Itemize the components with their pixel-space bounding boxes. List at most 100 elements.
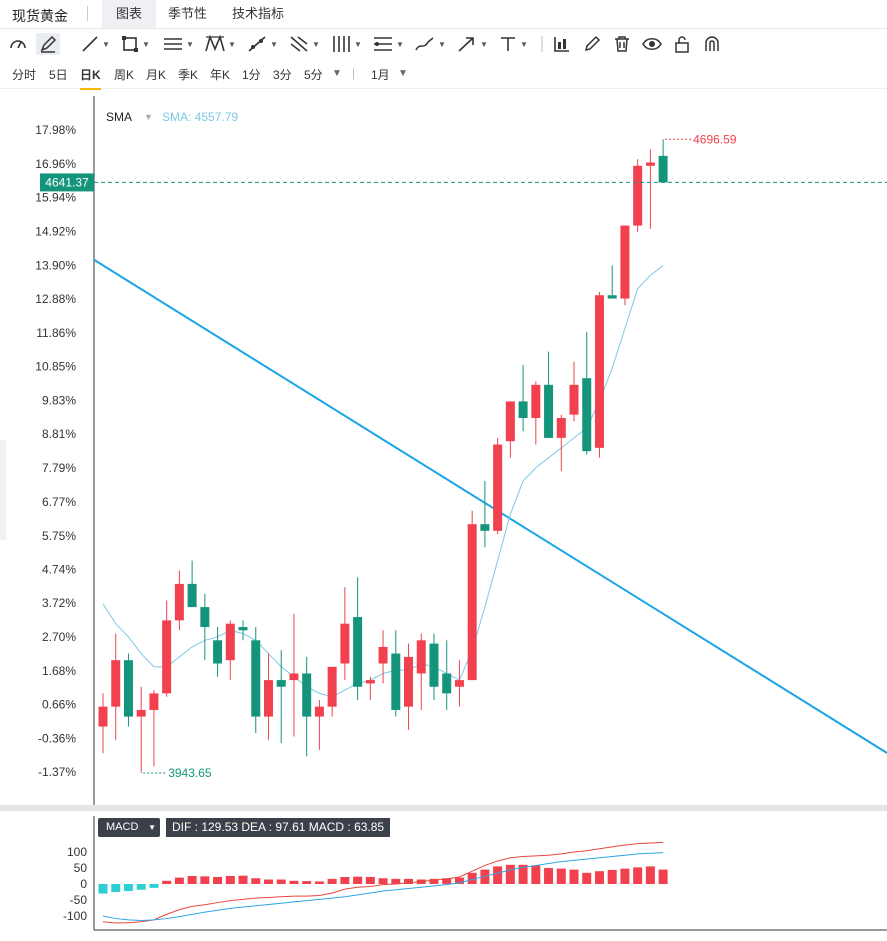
pencil-icon[interactable] [582, 33, 602, 55]
eye-icon[interactable] [642, 33, 662, 55]
candle-body [187, 583, 197, 608]
candle-body [505, 401, 515, 442]
side-collapse-handle[interactable] [0, 440, 6, 540]
sma-label[interactable]: SMA [106, 110, 133, 124]
period-time-share[interactable]: 分时 [12, 68, 37, 82]
bars-icon[interactable]: ▼ [330, 33, 362, 55]
macd-histogram-bar [531, 865, 541, 884]
period-weekly[interactable]: 周K [114, 68, 135, 82]
macd-histogram-bar [174, 877, 184, 884]
candle-body [289, 673, 299, 681]
tab-seasonality[interactable]: 季节性 [168, 6, 208, 21]
candle-body [98, 706, 108, 727]
macd-histogram-bar [238, 875, 248, 884]
macd-histogram-bar [149, 884, 159, 888]
macd-y-tick-label: 0 [80, 877, 87, 891]
trash-icon[interactable] [612, 33, 632, 55]
drawing-toolbar: ▼ ▼ ▼ ▼ ▼ ▼ ▼ ▼ ▼ ▼ ▼ [0, 29, 887, 59]
candle-body [238, 627, 248, 631]
candle-body [658, 155, 668, 183]
candle-body [493, 444, 503, 531]
segment-icon[interactable]: ▼ [246, 33, 278, 55]
macd-histogram-bar [263, 879, 273, 884]
macd-selector[interactable]: MACD ▼ [98, 818, 160, 837]
candle-body [340, 623, 350, 664]
macd-histogram-bar [365, 876, 375, 884]
period-daily[interactable]: 日K [80, 68, 101, 90]
y-tick-label: 6.77% [42, 495, 76, 509]
y-tick-label: 3.72% [42, 596, 76, 610]
rect-icon[interactable]: ▼ [120, 33, 150, 55]
macd-histogram-bar [162, 880, 172, 884]
macd-y-tick-label: -50 [70, 893, 88, 907]
tab-indicators[interactable]: 技术指标 [232, 6, 285, 21]
period-3min[interactable]: 3分 [273, 68, 292, 82]
y-tick-label: 2.70% [42, 630, 76, 644]
period-1min[interactable]: 1分 [242, 68, 261, 82]
pen-icon[interactable] [36, 33, 60, 55]
sma-caret[interactable]: ▼ [144, 112, 153, 122]
y-tick-label: 13.90% [35, 258, 76, 272]
macd-histogram-bar [353, 876, 363, 884]
period-5day[interactable]: 5日 [49, 68, 68, 82]
y-tick-label: 4.74% [42, 562, 76, 576]
candle-body [314, 706, 324, 717]
macd-histogram-bar [391, 878, 401, 884]
macd-histogram-bar [594, 871, 604, 884]
macd-histogram-bar [200, 876, 210, 884]
magnet-icon[interactable] [702, 33, 722, 55]
candle-body [391, 653, 401, 710]
period-quarterly[interactable]: 季K [178, 68, 199, 82]
macd-histogram-bar [251, 878, 261, 884]
pattern-icon[interactable]: ▼ [204, 33, 236, 55]
candle-body [531, 384, 541, 418]
text-icon[interactable]: ▼ [498, 33, 528, 55]
macd-histogram-bar [556, 868, 566, 884]
macd-y-tick-label: 50 [74, 861, 88, 875]
1month-caret[interactable]: ▼ [398, 68, 408, 79]
candle-body [162, 620, 172, 694]
macd-histogram-bar [314, 881, 324, 884]
fib-icon[interactable]: ▼ [372, 33, 404, 55]
parallel-lines-icon[interactable]: ▼ [162, 33, 194, 55]
candle-body [454, 680, 464, 687]
macd-histogram-bar [187, 876, 197, 884]
period-monthly[interactable]: 月K [146, 68, 167, 82]
macd-histogram-bar [276, 879, 286, 884]
indicator-icon[interactable] [552, 33, 572, 55]
macd-dif-line [102, 841, 664, 924]
candle-body [569, 384, 579, 415]
candle-body [633, 165, 643, 226]
brush-icon[interactable]: ▼ [414, 33, 446, 55]
y-tick-label: 11.86% [36, 326, 76, 340]
macd-histogram-bar [493, 866, 503, 884]
candle-body [302, 673, 312, 717]
line-icon[interactable]: ▼ [80, 33, 110, 55]
candle-body [378, 646, 388, 664]
macd-y-tick-label: 100 [67, 845, 87, 859]
candle-body [467, 524, 477, 681]
tab-chart[interactable]: 图表 [102, 0, 157, 28]
y-tick-label: 1.68% [42, 664, 76, 678]
macd-histogram-bar [289, 880, 299, 884]
fork-icon[interactable]: ▼ [288, 33, 320, 55]
more-periods-caret[interactable]: ▼ [332, 68, 342, 79]
y-tick-label: 0.66% [42, 698, 76, 712]
period-1month[interactable]: 1月 [371, 68, 390, 82]
macd-histogram-bar [658, 869, 668, 884]
y-tick-label: 9.83% [42, 393, 76, 407]
period-5min[interactable]: 5分 [304, 68, 323, 82]
macd-histogram-bar [98, 884, 108, 894]
candle-body [645, 162, 655, 166]
macd-histogram-bar [633, 867, 643, 884]
y-tick-label: 14.92% [35, 225, 76, 239]
lock-icon[interactable] [672, 33, 692, 55]
macd-histogram-bar [404, 878, 414, 884]
candle-body [149, 693, 159, 710]
speed-icon[interactable] [8, 33, 28, 55]
macd-histogram-bar [123, 884, 133, 892]
arrow-icon[interactable]: ▼ [456, 33, 488, 55]
period-yearly[interactable]: 年K [210, 68, 231, 82]
current-price-label: 4641.37 [45, 175, 89, 189]
